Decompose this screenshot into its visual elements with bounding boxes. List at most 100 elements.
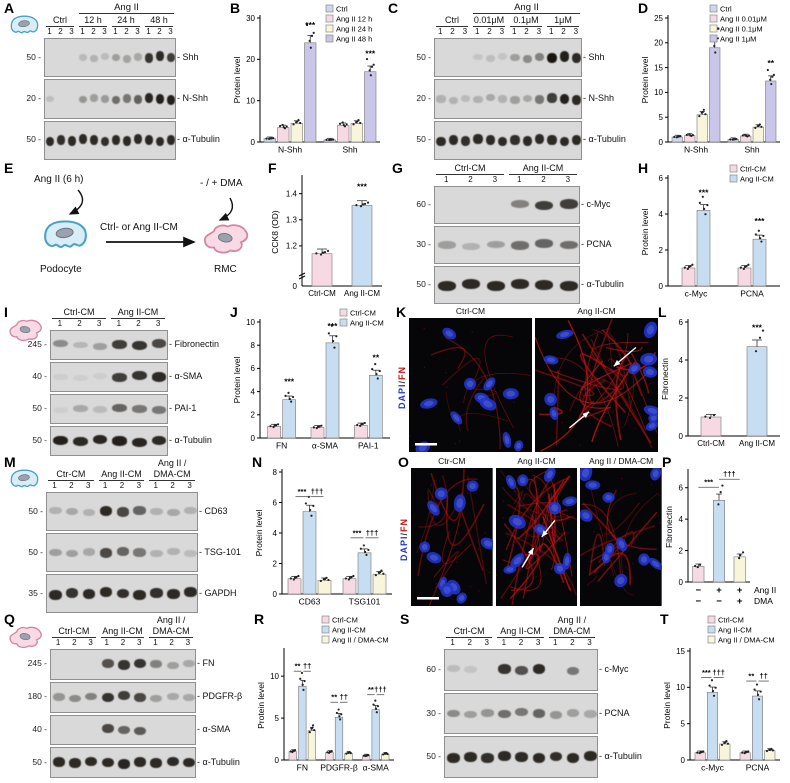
bar-chart-L: 0 2 4 6 Fibronectin Ctrl-CM Ang II-CM *** xyxy=(658,306,788,454)
x-tick-label: Ctrl-CM xyxy=(697,439,725,448)
lane-number: 2 xyxy=(77,319,82,328)
svg-text:**: ** xyxy=(373,352,380,362)
lane-group-label: Ang II-CM xyxy=(100,626,145,638)
rmc-icon xyxy=(9,626,42,649)
svg-text:†††: ††† xyxy=(723,469,736,478)
pm-row-label: Ang II xyxy=(754,585,776,595)
svg-text:2: 2 xyxy=(679,546,684,555)
conditioned-media-label: Ctrl- or Ang II-CM xyxy=(100,222,178,233)
fluorescence-image xyxy=(495,468,578,606)
svg-text:5: 5 xyxy=(681,719,686,728)
y-axis-label: Protein level xyxy=(232,57,242,104)
blot-strip xyxy=(434,226,580,264)
panel-letter-B: B xyxy=(230,0,241,16)
protein-band-label: - PCNA xyxy=(581,239,612,249)
lane-number: 2 xyxy=(72,638,77,647)
svg-text:2: 2 xyxy=(659,246,664,255)
lane-number: 2 xyxy=(450,27,455,36)
svg-text:***: *** xyxy=(298,487,307,496)
western-blot-I: Ctrl-CM 1 2 3 Ang II-CM 1 2 3 245 -- Fibronectin… xyxy=(4,306,230,456)
legend-entry: Ang II-CM xyxy=(332,625,366,634)
protein-band-label: - N-Shh xyxy=(583,93,615,103)
x-category-label: N-Shh xyxy=(684,145,708,155)
x-category-label: TSG101 xyxy=(349,597,381,607)
lane-number: 3 xyxy=(536,27,542,36)
blot-strip xyxy=(46,574,198,613)
svg-text:8: 8 xyxy=(251,341,256,350)
protein-band-label: - α-Tubulin xyxy=(169,435,212,445)
lane-number: 2 xyxy=(468,175,473,184)
panel-letter-L: L xyxy=(658,304,667,320)
svg-text:15: 15 xyxy=(676,647,685,656)
svg-text:10: 10 xyxy=(246,96,255,105)
pm-row-label: DMA xyxy=(754,596,773,606)
svg-text:30: 30 xyxy=(246,14,255,23)
y-axis-label: Protein level xyxy=(254,510,264,557)
blot-strip xyxy=(50,330,168,360)
svg-text:†††: ††† xyxy=(712,668,725,677)
lane-number: 2 xyxy=(541,175,546,184)
lane-number: 1 xyxy=(443,175,449,184)
panel-letter-I: I xyxy=(4,304,8,320)
lane-number: 3 xyxy=(136,638,142,647)
panel-A: A Ang II Ctrl 1 2 3 12 h 1 2 3 24 h 1 2 3 48 h 1 2 3 50 -… xyxy=(4,0,232,160)
molecular-weight-label: 30 - xyxy=(416,239,431,249)
lane-number: 3 xyxy=(484,638,489,647)
chart-svg: 0 2 4 6 Fibronectin Ctrl-CM Ang II-CM *** xyxy=(660,318,780,448)
svg-text:8: 8 xyxy=(273,468,278,477)
molecular-weight-label: 40 - xyxy=(32,723,47,734)
panel-letter-D: D xyxy=(638,0,649,16)
svg-text:6: 6 xyxy=(679,484,684,493)
molecular-weight-label: 50 - xyxy=(28,505,43,516)
lane-group-label: Ctrl-CM xyxy=(52,625,96,638)
blot-strip xyxy=(44,120,176,160)
lane-group-label: Ctrl xyxy=(46,14,74,27)
svg-text:***: *** xyxy=(284,377,295,387)
svg-text:2: 2 xyxy=(251,411,256,420)
legend-entry: Ang II 12 h xyxy=(336,14,372,23)
panel-letter-Q: Q xyxy=(4,611,15,627)
svg-text:0: 0 xyxy=(679,432,684,441)
lane-number: 1 xyxy=(80,27,85,36)
svg-text:5: 5 xyxy=(659,113,664,122)
svg-text:−: − xyxy=(716,596,722,607)
svg-text:**: ** xyxy=(748,672,754,681)
rmc-cell-icon xyxy=(9,626,42,649)
svg-text:†††: ††† xyxy=(311,487,324,496)
svg-text:0: 0 xyxy=(679,578,684,587)
podocyte-cell-icon xyxy=(44,220,87,249)
lane-group-label: Ang II-CM xyxy=(111,306,165,319)
lane-number: 1 xyxy=(437,27,443,36)
protein-band-label: - PCNA xyxy=(599,707,630,718)
svg-text:***: *** xyxy=(755,216,766,226)
protein-band-label: - Shh xyxy=(177,51,199,62)
x-category-label: PCNA xyxy=(740,289,764,299)
if-image-title: Ang II / DMA-CM xyxy=(589,456,654,466)
lane-number: 2 xyxy=(170,481,175,490)
svg-text:0: 0 xyxy=(293,282,298,291)
panel-letter-C: C xyxy=(388,0,399,16)
blot-strip xyxy=(44,38,176,78)
lane-number: 3 xyxy=(96,319,102,328)
blot-strip xyxy=(50,394,168,424)
protein-band-label: - α-Tubulin xyxy=(599,751,642,762)
rmc-cell-icon xyxy=(203,224,249,254)
svg-text:4: 4 xyxy=(679,515,684,524)
svg-text:20: 20 xyxy=(246,55,255,64)
y-axis-label: Protein level xyxy=(256,682,266,729)
svg-text:4: 4 xyxy=(273,529,278,538)
svg-text:0: 0 xyxy=(659,282,664,291)
protein-band-label: - c-Myc xyxy=(599,663,629,674)
western-blot-A: Ang II Ctrl 1 2 3 12 h 1 2 3 24 h 1 2 3 48 h 1 2 3 50 -- … xyxy=(4,2,232,160)
svg-text:6: 6 xyxy=(273,498,278,507)
svg-text:†††: ††† xyxy=(374,685,387,694)
protein-band-label: - c-Myc xyxy=(581,199,611,209)
fluorescence-image xyxy=(535,318,658,452)
svg-text:+: + xyxy=(737,596,743,607)
protein-band-label: - α-SMA xyxy=(169,371,203,381)
lane-number: 1 xyxy=(474,27,480,36)
lane-group-label: Ang II-CM xyxy=(98,468,145,481)
lane-number: 3 xyxy=(88,638,93,647)
